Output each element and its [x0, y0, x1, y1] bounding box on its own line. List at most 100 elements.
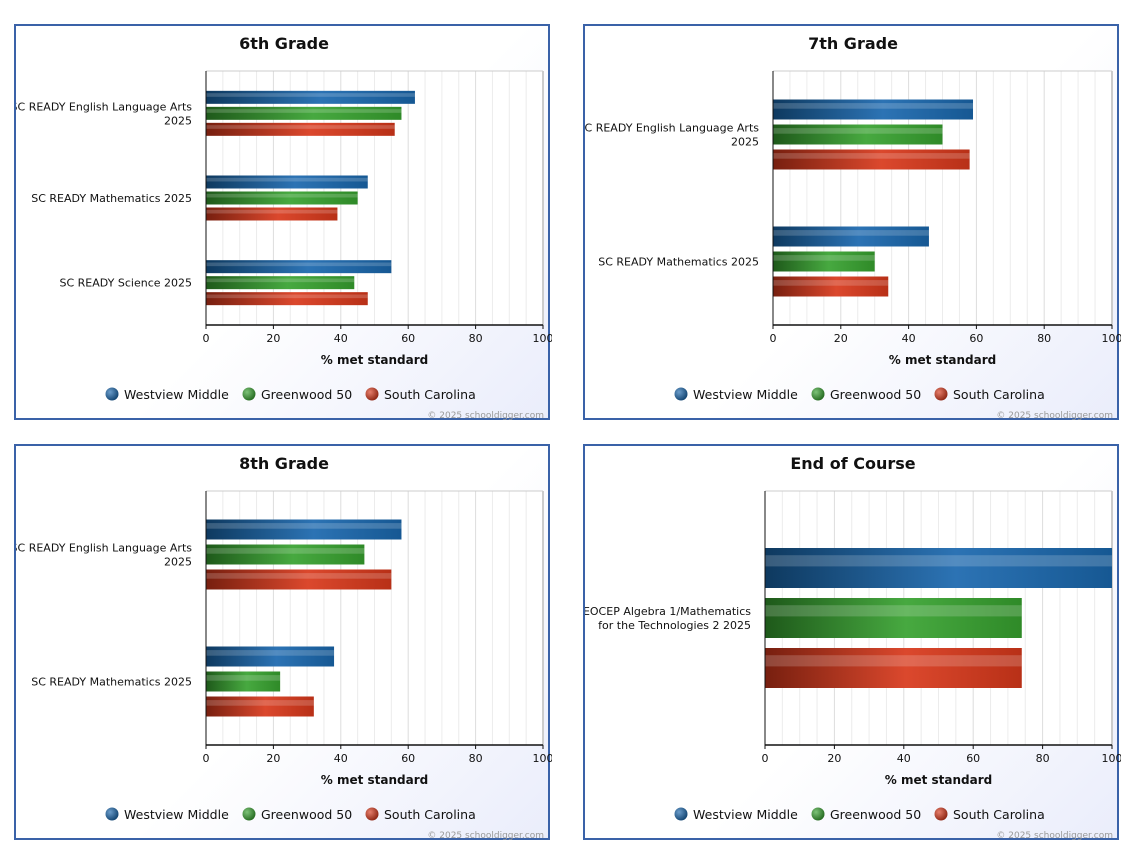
bar-highlight — [206, 294, 368, 299]
category-label: EOCEP Algebra 1/Mathematics — [585, 605, 751, 618]
bar-highlight — [206, 177, 368, 182]
bar — [206, 106, 402, 120]
bar-highlight — [206, 109, 402, 113]
chart-panel-end-of-course: End of Course EOCEP Algebra 1/Mathematics… — [583, 444, 1121, 841]
category-label: SC READY Science 2025 — [60, 277, 193, 290]
legend-label: Westview Middle — [124, 807, 229, 822]
bar — [206, 696, 314, 717]
legend-marker — [242, 387, 256, 401]
bar — [206, 569, 392, 590]
legend-label: Westview Middle — [693, 807, 798, 822]
chart-title: 7th Grade — [808, 34, 898, 53]
legend-marker — [105, 807, 119, 821]
category-label: SC READY English Language Arts — [585, 122, 759, 135]
bar — [206, 671, 281, 692]
x-axis-label: % met standard — [321, 773, 428, 787]
legend-marker — [674, 387, 688, 401]
bar-highlight — [773, 103, 974, 109]
bar — [765, 648, 1022, 688]
legend-marker — [811, 807, 825, 821]
tick-label: 20 — [266, 752, 280, 765]
bar-highlight — [765, 605, 1022, 617]
bar-highlight — [773, 153, 970, 159]
legend-marker — [105, 387, 119, 401]
bar — [206, 260, 392, 274]
bar — [206, 292, 368, 306]
bar — [773, 124, 943, 145]
credit-text: © 2025 schooldigger.com — [996, 831, 1113, 841]
tick-label: 100 — [533, 752, 553, 765]
bar — [206, 191, 358, 205]
category-label: 2025 — [164, 556, 192, 569]
tick-label: 60 — [969, 332, 983, 345]
tick-label: 80 — [1037, 332, 1051, 345]
legend-label: Greenwood 50 — [830, 387, 921, 402]
legend-label: South Carolina — [384, 807, 476, 822]
tick-label: 40 — [334, 752, 348, 765]
bar-highlight — [206, 548, 365, 554]
bar-highlight — [206, 675, 281, 681]
category-label: SC READY Mathematics 2025 — [31, 676, 192, 689]
legend-label: South Carolina — [953, 807, 1045, 822]
tick-label: 60 — [401, 332, 415, 345]
bar-highlight — [206, 650, 335, 656]
credit-text: © 2025 schooldigger.com — [996, 411, 1113, 421]
tick-label: 100 — [1102, 332, 1122, 345]
tick-label: 60 — [966, 752, 980, 765]
tick-label: 0 — [203, 752, 210, 765]
bar-highlight — [206, 262, 392, 267]
category-label: SC READY English Language Arts — [16, 100, 192, 113]
bar-highlight — [765, 655, 1022, 667]
category-label: 2025 — [731, 136, 759, 149]
tick-label: 60 — [401, 752, 415, 765]
tick-label: 0 — [203, 332, 210, 345]
tick-label: 80 — [1036, 752, 1050, 765]
category-label: SC READY Mathematics 2025 — [598, 256, 759, 269]
chart-svg: End of Course EOCEP Algebra 1/Mathematics… — [585, 454, 1121, 841]
bar — [206, 122, 395, 136]
tick-label: 100 — [533, 332, 553, 345]
bar-highlight — [206, 125, 395, 129]
bar-highlight — [773, 255, 875, 261]
bar — [773, 99, 974, 120]
bar-highlight — [206, 278, 355, 283]
legend-label: Greenwood 50 — [261, 807, 352, 822]
bar — [773, 276, 889, 297]
tick-label: 20 — [834, 332, 848, 345]
chart-panel-6th-grade: 6th Grade SC READY English Language Arts 2… — [14, 24, 553, 421]
legend-marker — [242, 807, 256, 821]
category-label: SC READY English Language Arts — [16, 542, 192, 555]
credit-text: © 2025 schooldigger.com — [427, 411, 544, 421]
bar — [206, 646, 335, 667]
tick-label: 20 — [266, 332, 280, 345]
legend-label: South Carolina — [953, 387, 1045, 402]
x-axis-label: % met standard — [885, 773, 992, 787]
bar-highlight — [206, 700, 314, 706]
bar — [206, 90, 415, 104]
tick-label: 40 — [897, 752, 911, 765]
legend-marker — [934, 387, 948, 401]
legend-label: Greenwood 50 — [261, 387, 352, 402]
bar — [773, 149, 970, 170]
category-label: 2025 — [164, 114, 192, 127]
chart-panel-8th-grade: 8th Grade SC READY English Language Arts 2… — [14, 444, 553, 841]
tick-label: 80 — [469, 332, 483, 345]
bar — [773, 251, 875, 272]
bar-highlight — [206, 193, 358, 198]
legend-label: Westview Middle — [124, 387, 229, 402]
legend-marker — [365, 807, 379, 821]
tick-label: 0 — [762, 752, 769, 765]
bar-highlight — [765, 555, 1112, 567]
bar — [206, 519, 402, 540]
legend-label: Westview Middle — [693, 387, 798, 402]
bar-highlight — [206, 93, 415, 97]
bar-highlight — [773, 230, 929, 236]
chart-title: 6th Grade — [239, 34, 329, 53]
legend-label: Greenwood 50 — [830, 807, 921, 822]
category-label: for the Technologies 2 2025 — [598, 619, 751, 632]
legend-marker — [674, 807, 688, 821]
bar — [206, 544, 365, 565]
